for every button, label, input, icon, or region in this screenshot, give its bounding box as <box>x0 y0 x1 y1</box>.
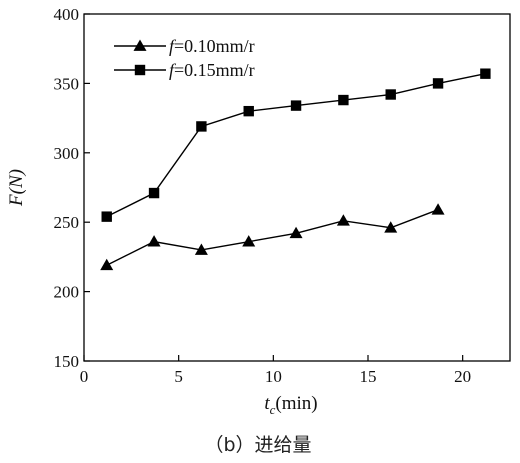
x-tick-label: 10 <box>265 367 282 386</box>
data-point <box>385 89 396 100</box>
data-point <box>243 105 254 117</box>
data-point <box>384 221 398 233</box>
x-axis-title-subscript: c <box>270 402 276 417</box>
x-tick-label: 0 <box>80 367 89 386</box>
data-point <box>290 100 302 111</box>
data-point <box>431 203 445 215</box>
x-tick-label: 20 <box>454 367 471 386</box>
y-tick-label: 200 <box>54 283 80 302</box>
legend-marker <box>133 39 147 51</box>
series-2 <box>101 68 491 222</box>
data-point <box>336 214 350 226</box>
x-axis-title-unit: (min) <box>275 393 317 414</box>
data-point <box>196 121 207 132</box>
y-tick-label: 350 <box>54 74 80 93</box>
legend-label: f=0.15mm/r <box>169 60 255 80</box>
x-tick-label: 15 <box>360 367 377 386</box>
data-point <box>194 243 208 255</box>
data-point <box>242 235 256 247</box>
data-point <box>100 258 114 271</box>
legend-entry-2: f=0.15mm/r <box>114 60 255 80</box>
y-tick-label: 250 <box>54 213 80 232</box>
x-axis-title-main: t <box>264 393 270 414</box>
series-line <box>106 209 439 266</box>
series-layer <box>100 68 491 271</box>
plot-frame <box>83 13 511 362</box>
data-point <box>147 235 161 247</box>
y-axis-title: F(N) <box>6 169 27 207</box>
data-point <box>432 78 444 89</box>
series-line <box>106 72 486 218</box>
figure-caption: （b）进给量 <box>204 434 311 456</box>
y-tick-label: 150 <box>54 352 80 371</box>
legend-entry-1: f=0.10mm/r <box>114 36 255 56</box>
data-point <box>480 68 491 79</box>
x-axis-title: tc(min) <box>264 393 317 417</box>
data-point <box>101 211 112 222</box>
series-1 <box>100 203 445 271</box>
x-tick-label: 5 <box>174 367 183 386</box>
y-tick-label: 400 <box>54 5 80 24</box>
legend-marker <box>134 64 146 76</box>
y-axis-ticks: 150 200 250 300 350 400 <box>54 5 90 371</box>
x-axis-ticks: 0 5 10 15 20 <box>80 355 471 386</box>
axes <box>83 13 511 362</box>
data-point <box>289 226 303 239</box>
y-tick-label: 300 <box>54 144 80 163</box>
legend: f=0.10mm/r f=0.15mm/r <box>114 36 255 80</box>
legend-label: f=0.10mm/r <box>169 36 255 56</box>
data-point <box>338 94 349 106</box>
data-point <box>148 187 160 199</box>
